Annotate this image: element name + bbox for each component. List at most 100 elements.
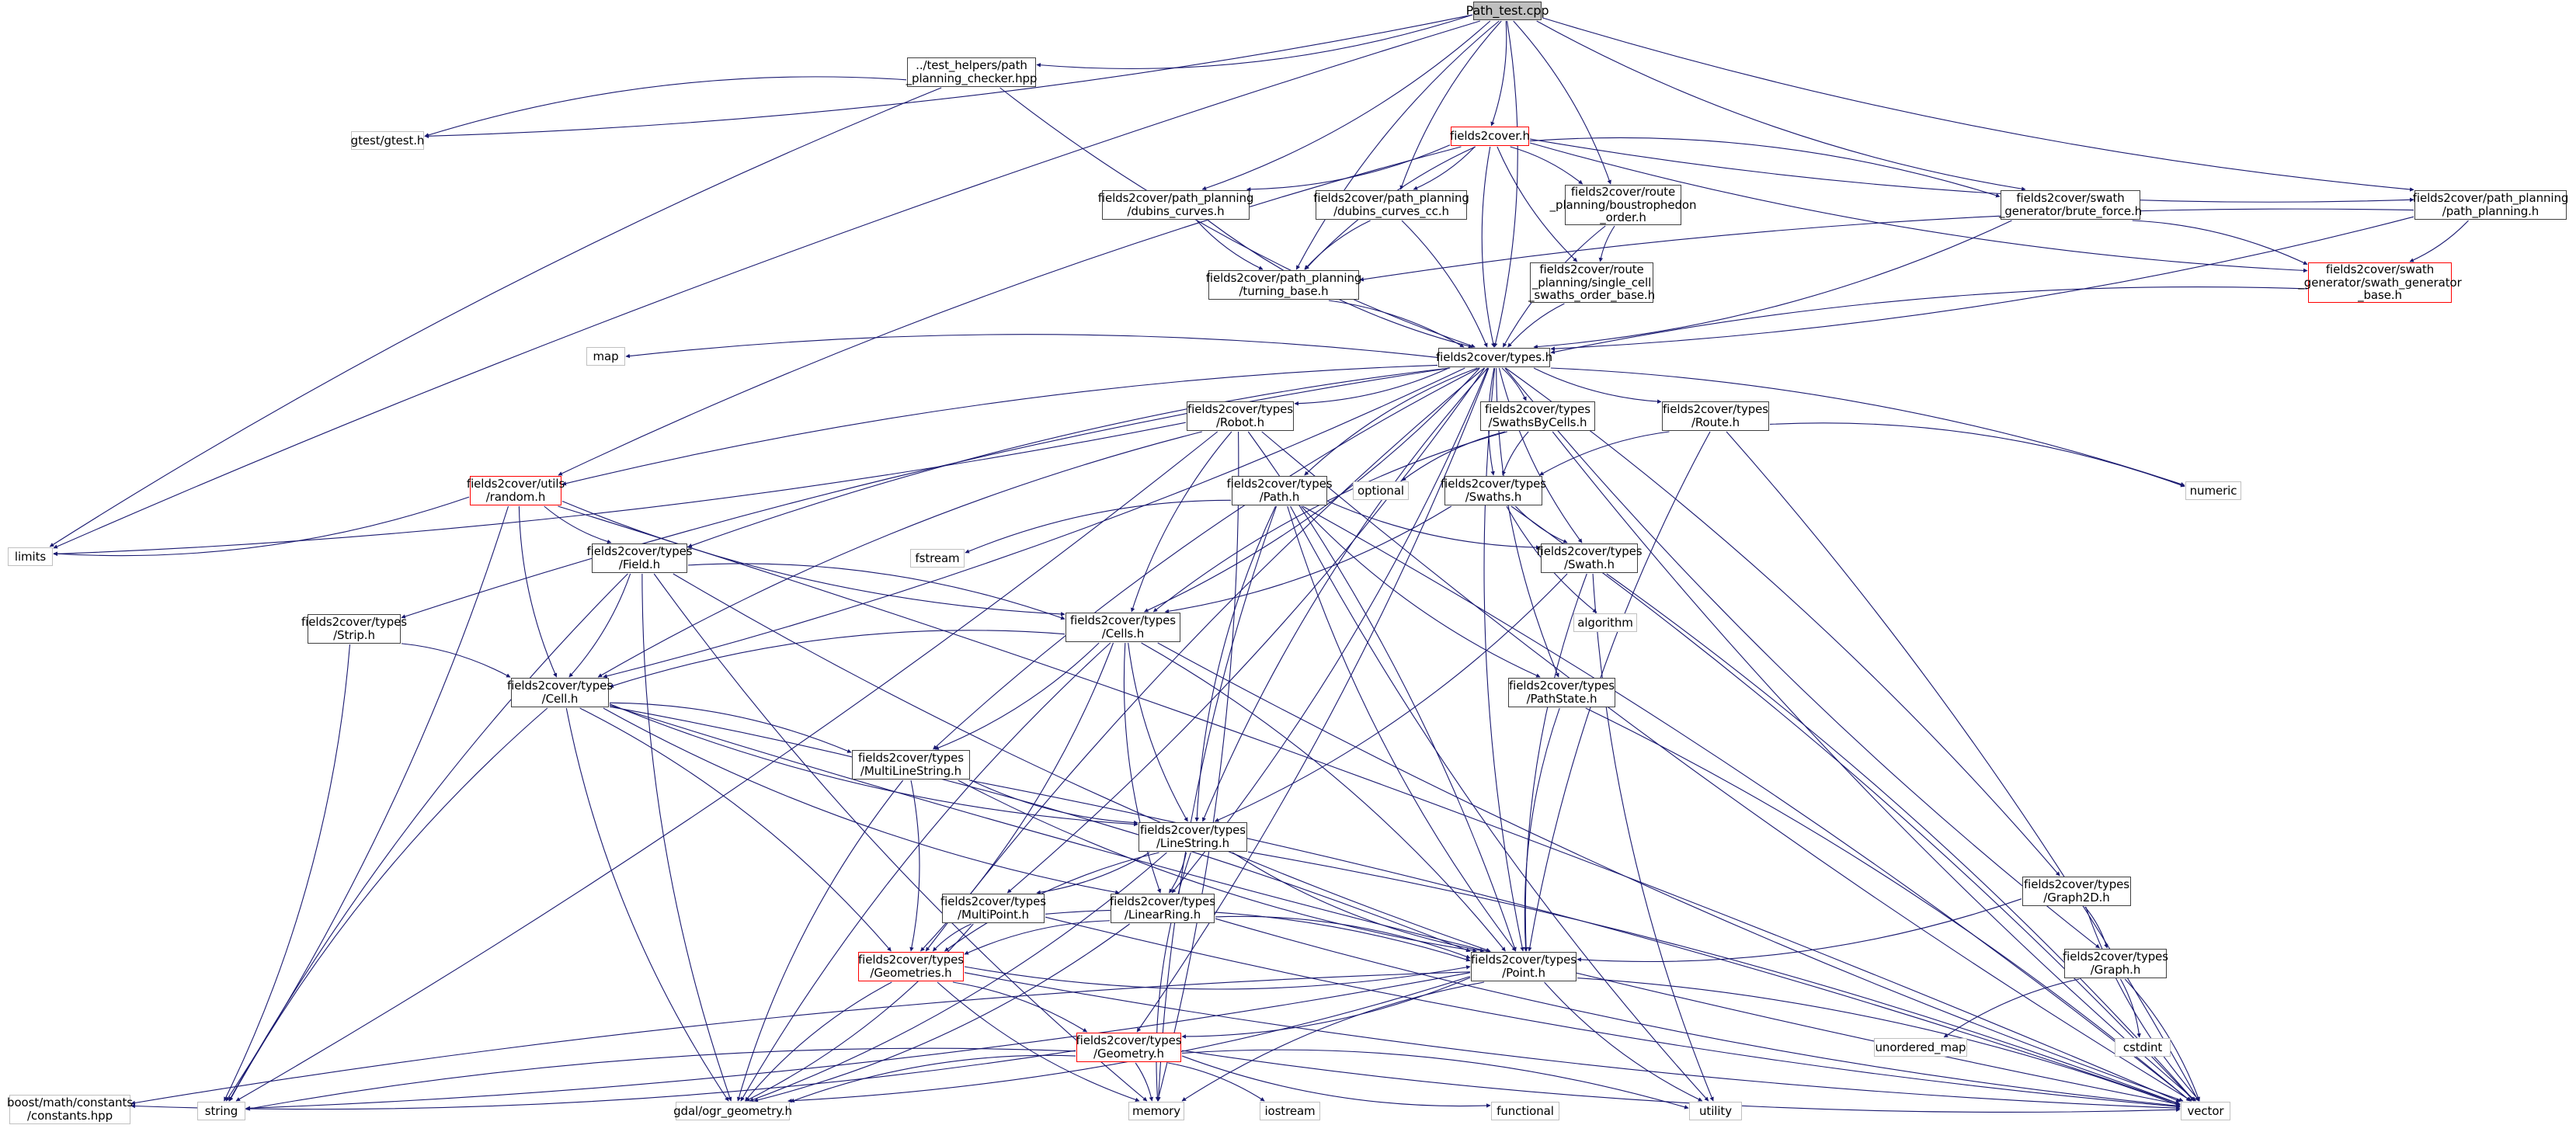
graph-node-root[interactable]: Path_test.cpp (1466, 2, 1549, 20)
graph-edge-robot-to-memory (1156, 431, 1239, 1102)
graph-node-linestring[interactable]: fields2cover/types /LineString.h (1139, 822, 1247, 852)
graph-edge-geometry-to-boostconst (130, 1050, 1076, 1110)
graph-edge-linearring-to-gdal (753, 923, 1130, 1103)
graph-edge-swath-to-vector (1606, 573, 2195, 1102)
graph-edge-multilinestring-to-geometries (909, 780, 920, 952)
graph-edge-multipoint-to-gdal (745, 923, 974, 1102)
graph-edge-field-to-gdal (641, 573, 732, 1102)
graph-edge-checker-to-gtest (424, 76, 907, 137)
graph-node-geometries[interactable]: fields2cover/types /Geometries.h (858, 952, 964, 981)
graph-edge-cells-to-gdal (740, 642, 1111, 1102)
graph-node-graph[interactable]: fields2cover/types /Graph.h (2063, 949, 2168, 978)
graph-edge-swath-to-utility (1592, 573, 1714, 1102)
graph-node-random[interactable]: fields2cover/utils /random.h (466, 476, 565, 505)
graph-node-cell[interactable]: fields2cover/types /Cell.h (507, 678, 613, 707)
graph-node-optional[interactable]: optional (1353, 481, 1409, 500)
graph-node-swathgenbase[interactable]: fields2cover/swath _generator/swath_gene… (2298, 262, 2462, 303)
graph-node-field[interactable]: fields2cover/types /Field.h (586, 543, 693, 573)
graph-edge-types-to-path (1304, 367, 1478, 476)
graph-edge-types-to-random (561, 364, 1438, 486)
graph-edge-route-to-numeric (1769, 422, 2185, 488)
graph-node-cells[interactable]: fields2cover/types /Cells.h (1066, 613, 1180, 642)
graph-edge-dubins-to-turningbase (1196, 220, 1264, 270)
graph-edge-cell-to-geometries (579, 707, 892, 952)
graph-edge-cells-to-linestring (1128, 642, 1188, 822)
graph-node-algorithm[interactable]: algorithm (1573, 613, 1637, 632)
graph-node-unorderedmap[interactable]: unordered_map (1874, 1038, 1967, 1057)
graph-node-swath[interactable]: fields2cover/types /Swath.h (1536, 543, 1643, 573)
graph-edge-field-to-cells (687, 563, 1066, 620)
graph-edge-swaths-to-vector (1510, 505, 2195, 1102)
graph-node-cstdint[interactable]: cstdint (2115, 1038, 2171, 1057)
graph-node-linearring[interactable]: fields2cover/types /LinearRing.h (1110, 894, 1215, 923)
graph-edge-boustro-to-singlecell (1598, 225, 1615, 262)
graph-edge-geometry-to-vector (1181, 1050, 2181, 1113)
graph-node-geometry[interactable]: fields2cover/types /Geometry.h (1076, 1033, 1182, 1062)
graph-node-map[interactable]: map (586, 347, 625, 366)
graph-node-graph2d[interactable]: fields2cover/types /Graph2D.h (2022, 877, 2131, 906)
graph-node-checker[interactable]: ../test_helpers/path _planning_checker.h… (906, 57, 1038, 87)
graph-node-multipoint[interactable]: fields2cover/types /MultiPoint.h (940, 894, 1046, 923)
graph-edge-pathplanning-to-types (1550, 216, 2414, 351)
graph-edge-graph2d-to-point (1577, 898, 2022, 963)
graph-node-route[interactable]: fields2cover/types /Route.h (1662, 401, 1769, 431)
graph-node-turningbase[interactable]: fields2cover/path_planning /turning_base… (1205, 270, 1362, 300)
graph-edge-cells-to-vector (1157, 642, 2184, 1102)
graph-edge-graph2d-to-vector (2085, 906, 2200, 1102)
graph-node-dubinscc[interactable]: fields2cover/path_planning /dubins_curve… (1313, 190, 1469, 220)
graph-edge-root-to-boustro (1513, 20, 1611, 185)
graph-edge-strip-to-cell (401, 643, 511, 678)
graph-edge-root-to-bruteforce (1536, 20, 2026, 191)
graph-edge-geometries-to-point (964, 965, 1471, 990)
graph-node-f2c[interactable]: fields2cover.h (1450, 127, 1530, 146)
graph-node-multilinestring[interactable]: fields2cover/types /MultiLineString.h (852, 750, 970, 780)
graph-edge-point-to-geometry (1181, 977, 1471, 1039)
graph-node-bruteforce[interactable]: fields2cover/swath _generator/brute_forc… (1998, 190, 2143, 220)
graph-node-functional[interactable]: functional (1491, 1102, 1559, 1120)
graph-edge-types-to-swath (1498, 367, 1583, 543)
graph-edge-graph2d-to-graph (2084, 906, 2108, 949)
graph-edge-types-to-swathsbycells (1501, 367, 1527, 401)
graph-node-limits[interactable]: limits (8, 547, 53, 566)
graph-edge-swathsbycells-to-swaths (1501, 431, 1529, 476)
graph-edge-linearring-to-geometries (964, 920, 1111, 955)
graph-node-swathsbycells[interactable]: fields2cover/types /SwathsByCells.h (1480, 401, 1595, 431)
graph-node-strip[interactable]: fields2cover/types /Strip.h (301, 614, 407, 644)
graph-edge-cells-to-multilinestring (934, 642, 1100, 750)
graph-node-dubins[interactable]: fields2cover/path_planning /dubins_curve… (1097, 190, 1254, 220)
graph-edge-root-to-f2c (1490, 20, 1507, 127)
graph-edge-geometry-to-gdal (790, 1054, 1076, 1103)
graph-node-utility[interactable]: utility (1689, 1102, 1742, 1120)
graph-node-boostconst[interactable]: boost/math/constants /constants.hpp (7, 1095, 133, 1124)
graph-edge-linearring-to-vector (1215, 918, 2181, 1108)
graph-node-singlecell[interactable]: fields2cover/route _planning/single_cell… (1528, 262, 1656, 303)
graph-edge-dubinscc-to-turningbase (1304, 220, 1371, 270)
graph-edge-cells-to-cell (609, 630, 1066, 688)
graph-edge-dubinscc-to-types (1401, 220, 1488, 348)
graph-node-pathplanning[interactable]: fields2cover/path_planning /path_plannin… (2412, 190, 2569, 220)
graph-node-memory[interactable]: memory (1128, 1102, 1184, 1120)
graph-node-point[interactable]: fields2cover/types /Point.h (1471, 952, 1577, 981)
graph-node-iostream[interactable]: iostream (1260, 1102, 1320, 1120)
graph-edge-geometry-to-memory (1135, 1062, 1154, 1102)
graph-node-gdal[interactable]: gdal/ogr_geometry.h (673, 1102, 792, 1120)
graph-edge-geometry-to-iostream (1168, 1062, 1265, 1102)
graph-edge-field-to-memory (653, 573, 1148, 1102)
graph-edge-cells-to-linearring (1123, 642, 1162, 894)
graph-node-swaths[interactable]: fields2cover/types /Swaths.h (1441, 476, 1546, 505)
graph-edge-robot-to-cells (1130, 431, 1232, 613)
graph-node-types[interactable]: fields2cover/types.h (1436, 348, 1552, 367)
graph-node-gtest[interactable]: gtest/gtest.h (351, 131, 424, 150)
graph-edge-geometry-to-functional (1181, 1055, 1491, 1108)
graph-edge-root-to-dubinscc (1399, 20, 1502, 190)
graph-node-numeric[interactable]: numeric (2185, 481, 2241, 500)
graph-node-pathstate[interactable]: fields2cover/types /PathState.h (1508, 678, 1615, 707)
graph-node-vector[interactable]: vector (2181, 1102, 2230, 1120)
graph-node-path[interactable]: fields2cover/types /Path.h (1226, 476, 1333, 505)
graph-node-string[interactable]: string (197, 1102, 245, 1120)
graph-node-boustro[interactable]: fields2cover/route _planning/boustrophed… (1549, 184, 1697, 225)
graph-node-fstream[interactable]: fstream (910, 549, 965, 568)
graph-node-robot[interactable]: fields2cover/types /Robot.h (1187, 401, 1294, 431)
